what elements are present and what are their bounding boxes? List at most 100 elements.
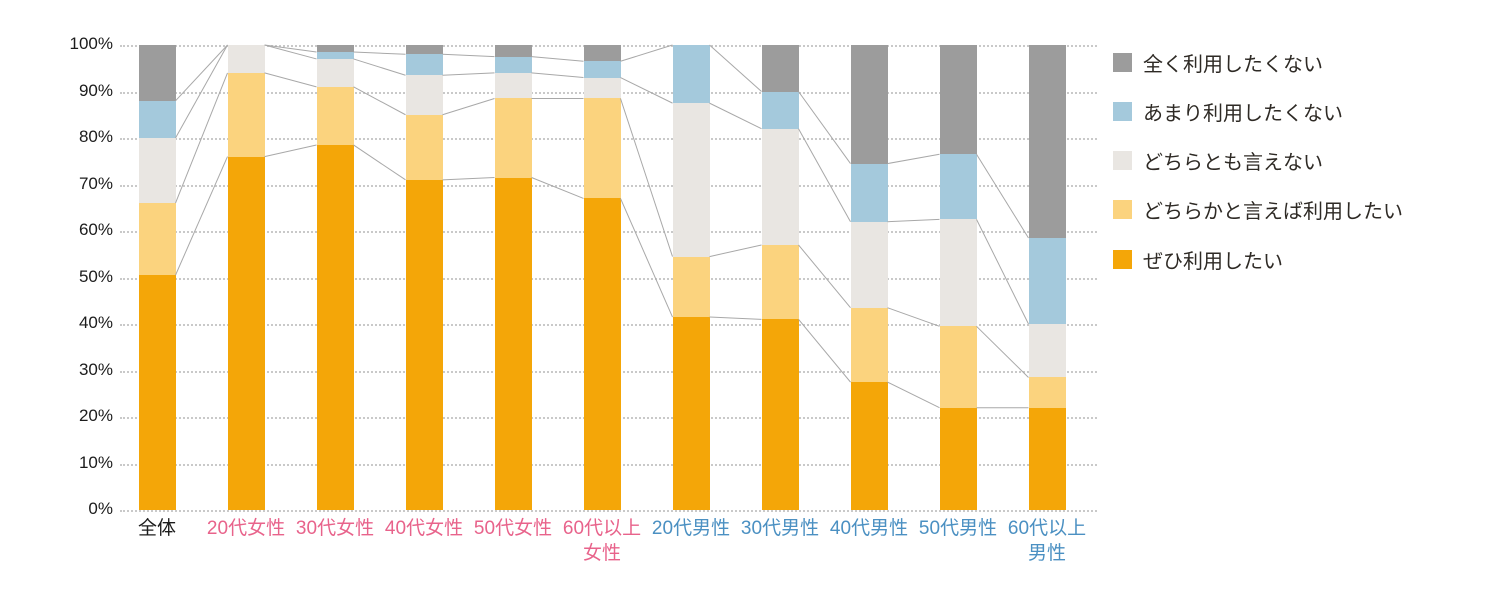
legend-swatch xyxy=(1113,200,1132,220)
connector-line xyxy=(442,177,495,181)
bar-segment xyxy=(939,45,977,155)
y-axis-tick-label: 70% xyxy=(78,173,113,193)
connector-line xyxy=(175,44,228,102)
bar-segment xyxy=(761,128,799,245)
bar-segment xyxy=(939,326,977,408)
connector-line xyxy=(976,219,1029,325)
bar-segment xyxy=(494,98,532,178)
bar-segment xyxy=(227,156,265,510)
bar-segment xyxy=(1028,324,1066,378)
x-axis-label: 60代以上 女性 xyxy=(562,518,642,565)
legend-label: どちらとも言えない xyxy=(1143,152,1323,175)
bar-segment xyxy=(583,61,621,78)
legend-item: 全く利用したくない xyxy=(1113,48,1323,77)
bar-segment xyxy=(138,45,176,101)
connector-line xyxy=(798,244,851,309)
legend-item: どちらかと言えば利用したい xyxy=(1113,195,1403,224)
bar-segment xyxy=(1028,407,1066,510)
bar-segment xyxy=(850,307,888,383)
legend-label: 全く利用したくない xyxy=(1143,53,1323,76)
bar-segment xyxy=(138,100,176,138)
bar-segment xyxy=(1028,377,1066,408)
y-axis-tick-label: 30% xyxy=(78,359,113,379)
connector-line xyxy=(175,44,228,139)
connector-line xyxy=(442,53,495,58)
connector-line xyxy=(531,177,584,199)
bar-segment xyxy=(227,45,265,73)
bar-segment xyxy=(494,45,532,57)
bar-segment xyxy=(761,91,799,129)
connector-line xyxy=(709,44,762,92)
y-axis-tick-label: 50% xyxy=(78,266,113,286)
bar-segment xyxy=(761,45,799,92)
bar-segment xyxy=(672,45,710,104)
connector-line xyxy=(620,98,673,257)
legend-swatch xyxy=(1113,52,1132,72)
x-axis-label: 50代男性 xyxy=(918,518,998,539)
connector-line xyxy=(976,154,1029,239)
bar-segment xyxy=(761,244,799,320)
y-axis-tick-label: 0% xyxy=(88,499,113,519)
bar-segment xyxy=(1028,237,1066,324)
x-axis-label: 全体 xyxy=(137,518,177,539)
gridline xyxy=(120,510,1097,512)
connector-line xyxy=(709,244,762,258)
bar-segment xyxy=(583,198,621,510)
bar-segment xyxy=(583,77,621,99)
legend-item: ぜひ利用したい xyxy=(1113,245,1283,274)
y-axis-tick-label: 90% xyxy=(78,80,113,100)
connector-line xyxy=(709,102,762,130)
connector-line xyxy=(264,44,317,60)
bar-segment xyxy=(316,144,354,510)
connector-line xyxy=(264,72,317,88)
legend-item: あまり利用したくない xyxy=(1113,97,1343,126)
connector-line xyxy=(353,86,406,116)
bar-segment xyxy=(672,256,710,317)
bar-segment xyxy=(939,407,977,510)
x-axis-label: 20代女性 xyxy=(206,518,286,539)
y-axis-tick-label: 60% xyxy=(78,220,113,240)
bar-segment xyxy=(316,51,354,59)
bar-segment xyxy=(405,45,443,55)
connector-line xyxy=(620,44,673,62)
y-axis-tick-label: 20% xyxy=(78,406,113,426)
y-axis-tick-label: 40% xyxy=(78,313,113,333)
x-axis-label: 60代以上 男性 xyxy=(1007,518,1087,565)
bar-segment xyxy=(227,72,265,157)
bar-segment xyxy=(138,138,176,204)
connector-line xyxy=(798,128,851,222)
connector-line xyxy=(442,97,495,116)
x-axis-label: 50代女性 xyxy=(473,518,553,539)
bar-segment xyxy=(1028,45,1066,238)
legend-item: どちらとも言えない xyxy=(1113,146,1323,175)
x-axis-label: 30代女性 xyxy=(295,518,375,539)
bar-segment xyxy=(939,219,977,327)
connector-line xyxy=(531,56,584,62)
connector-line xyxy=(798,319,851,383)
connector-line xyxy=(531,72,584,79)
bar-segment xyxy=(583,45,621,62)
connector-line xyxy=(620,77,673,104)
bar-segment xyxy=(316,45,354,52)
connector-line xyxy=(620,198,673,318)
connector-line xyxy=(442,72,495,76)
x-axis-label: 30代男性 xyxy=(740,518,820,539)
connector-line xyxy=(353,51,406,55)
connector-line xyxy=(709,316,762,320)
connector-line xyxy=(887,153,940,165)
connector-line xyxy=(353,58,406,76)
connector-line xyxy=(798,91,851,164)
bar-segment xyxy=(494,177,532,510)
bar-segment xyxy=(850,163,888,222)
bar-segment xyxy=(761,319,799,510)
x-axis-label: 20代男性 xyxy=(651,518,731,539)
bar-segment xyxy=(583,98,621,199)
y-axis-tick-label: 80% xyxy=(78,127,113,147)
connector-line xyxy=(264,144,317,158)
bar-segment xyxy=(494,72,532,99)
bar-segment xyxy=(672,317,710,510)
connector-line xyxy=(175,156,228,276)
